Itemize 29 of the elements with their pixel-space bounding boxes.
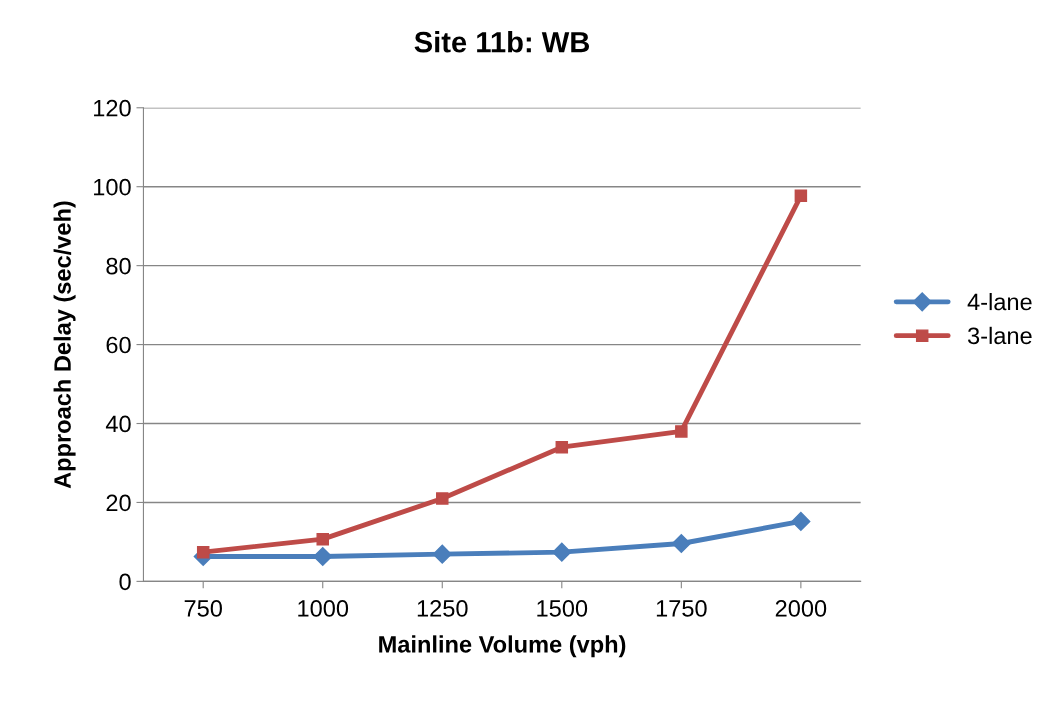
point [791, 511, 811, 531]
y-tick-label: 120 [94, 99, 131, 117]
x-tick-label: 1250 [417, 600, 468, 617]
y-tick-label: 20 [106, 494, 131, 512]
legend-label: 4-lane [967, 292, 1032, 311]
point [675, 425, 688, 438]
y-tick-label: 60 [106, 336, 131, 354]
y-tick-label: 100 [94, 178, 131, 196]
y-axis-title: Approach Delay (sec/veh) [53, 201, 76, 489]
x-tick-label: 750 [184, 600, 222, 617]
x-tick-label: 2000 [775, 600, 827, 617]
x-tick-label: 1500 [537, 600, 588, 617]
y-tick-label: 40 [105, 415, 131, 433]
point [552, 542, 572, 562]
point [316, 532, 329, 546]
point [196, 545, 210, 559]
x-tick-label: 1000 [298, 600, 349, 617]
point [671, 533, 691, 554]
point [436, 492, 449, 505]
x-tick-label: 1750 [656, 600, 707, 617]
point [313, 546, 333, 567]
legend-label: 3-lane [967, 326, 1032, 345]
point [555, 440, 569, 454]
point [432, 544, 452, 564]
chart-title: Site 11b: WB [414, 31, 590, 53]
y-tick-label: 80 [106, 257, 131, 275]
y-tick-label: 0 [119, 573, 131, 591]
point [794, 189, 808, 203]
x-axis-title: Mainline Volume (vph) [379, 635, 626, 658]
